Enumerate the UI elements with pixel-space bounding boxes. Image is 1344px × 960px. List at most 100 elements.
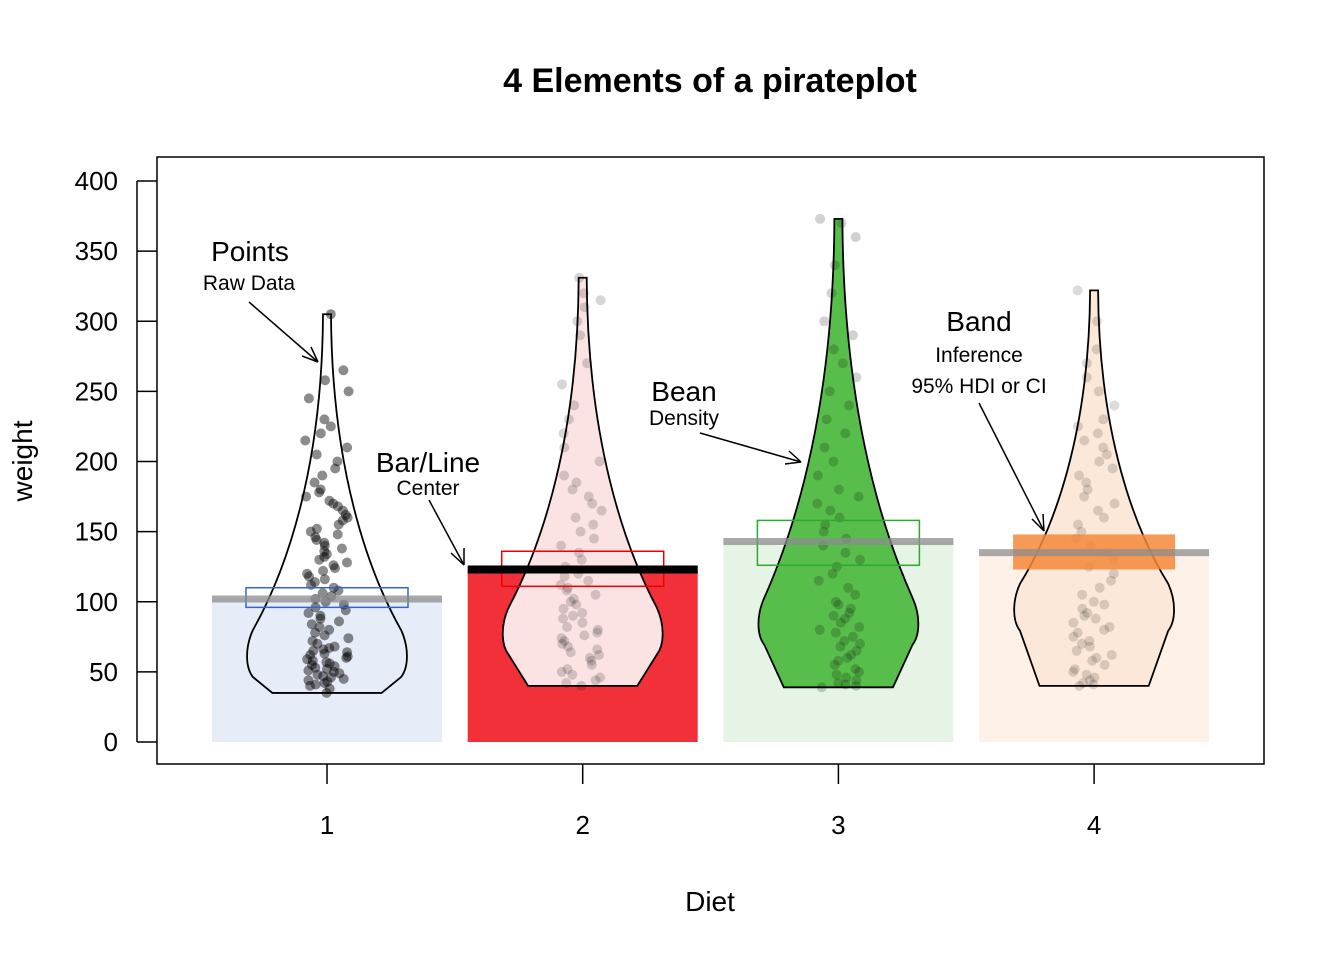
point-diet-2	[589, 533, 599, 544]
annotation-band-arrowhead	[1031, 513, 1045, 532]
point-diet-1	[319, 414, 330, 425]
point-diet-1	[329, 661, 340, 672]
point-diet-2	[559, 571, 570, 582]
point-diet-3	[837, 358, 848, 369]
point-diet-3	[850, 589, 861, 600]
point-diet-2	[583, 491, 594, 502]
point-diet-3	[842, 652, 853, 663]
point-diet-4	[1109, 400, 1120, 411]
annotation-points-arrowhead	[301, 346, 319, 363]
point-diet-3	[851, 645, 862, 656]
point-diet-3	[825, 505, 836, 516]
point-diet-3	[821, 414, 832, 425]
annotation-barline-arrow	[428, 499, 465, 566]
point-diet-4	[1076, 526, 1087, 537]
point-diet-3	[840, 679, 851, 690]
chart-title: 4 Elements of a pirateplot	[503, 62, 917, 100]
point-diet-1	[311, 535, 322, 545]
point-diet-3	[843, 582, 854, 593]
point-diet-1	[321, 664, 332, 675]
point-diet-2	[590, 675, 601, 686]
point-diet-4	[1092, 428, 1103, 439]
x-tick-label-3: 3	[831, 810, 845, 840]
point-diet-1	[319, 648, 330, 659]
annotation-band: Band Inference 95% HDI or CI	[911, 306, 1047, 532]
point-diet-2	[558, 613, 568, 624]
point-diet-1	[310, 627, 321, 638]
point-diet-4	[1109, 498, 1120, 509]
point-diet-4	[1072, 421, 1083, 432]
point-diet-2	[583, 575, 594, 586]
point-diet-1	[305, 680, 316, 691]
point-diet-1	[319, 546, 330, 557]
point-diet-3	[828, 456, 839, 467]
x-axis: 1 2 3 4	[320, 764, 1101, 840]
point-diet-4	[1089, 672, 1100, 683]
point-diet-3	[816, 682, 827, 693]
point-diet-2	[582, 358, 593, 369]
point-diet-2	[577, 608, 588, 618]
point-diet-1	[315, 613, 326, 624]
point-diet-4	[1087, 655, 1098, 666]
point-diet-4	[1068, 617, 1079, 628]
point-diet-3	[851, 372, 862, 383]
point-diet-2	[568, 593, 579, 604]
point-diet-3	[826, 288, 837, 299]
point-diet-1	[330, 563, 340, 574]
point-diet-1	[334, 668, 345, 679]
point-diet-2	[592, 644, 603, 655]
point-diet-1	[334, 616, 344, 627]
y-tick-label-50: 50	[89, 657, 118, 687]
y-axis-title: weight	[7, 420, 38, 502]
point-diet-1	[300, 435, 311, 446]
point-diet-2	[594, 456, 605, 467]
point-diet-1	[336, 543, 347, 554]
point-diet-1	[309, 477, 320, 488]
point-diet-3	[841, 672, 852, 683]
point-diet-3	[835, 617, 846, 628]
annotation-bean-title: Bean	[651, 376, 716, 407]
point-diet-4	[1081, 372, 1092, 383]
point-diet-3	[829, 659, 840, 670]
point-diet-2	[590, 589, 601, 600]
annotation-points: Points Raw Data	[203, 236, 319, 363]
point-diet-1	[324, 658, 335, 669]
annotation-band-subtitle-2: 95% HDI or CI	[911, 375, 1046, 398]
point-diet-2	[575, 526, 586, 537]
line-band-layer	[212, 519, 1210, 609]
point-diet-1	[325, 421, 336, 432]
x-tick-label-2: 2	[575, 810, 589, 840]
point-diet-2	[562, 582, 573, 593]
point-diet-4	[1068, 666, 1079, 677]
point-diet-3	[840, 547, 851, 558]
point-diet-1	[338, 365, 349, 376]
point-diet-2	[556, 633, 567, 644]
annotation-barline-subtitle: Center	[396, 477, 459, 500]
point-diet-1	[305, 526, 316, 537]
point-diet-4	[1082, 484, 1093, 495]
point-diet-4	[1081, 477, 1092, 488]
annotation-band-arrow	[978, 402, 1045, 532]
point-diet-2	[557, 379, 567, 390]
point-diet-3	[834, 484, 844, 495]
annotation-barline: Bar/Line Center	[376, 447, 480, 566]
point-diet-1	[319, 678, 330, 689]
point-diet-4	[1101, 449, 1112, 460]
point-diet-1	[311, 523, 322, 534]
point-diet-1	[318, 671, 329, 682]
point-diet-4	[1094, 456, 1105, 467]
point-diet-4	[1068, 631, 1079, 642]
point-diet-4	[1071, 645, 1082, 656]
y-tick-label-300: 300	[75, 306, 118, 336]
point-diet-3	[831, 669, 842, 680]
point-diet-1	[315, 610, 326, 621]
point-diet-2	[588, 519, 599, 530]
point-diet-1	[317, 470, 328, 481]
point-diet-3	[819, 442, 830, 453]
point-diet-4	[1099, 512, 1109, 523]
point-diet-1	[333, 519, 344, 530]
point-diet-2	[559, 442, 570, 453]
bean-layer	[246, 217, 1175, 694]
points-layer	[300, 213, 1120, 698]
point-diet-4	[1088, 596, 1099, 607]
